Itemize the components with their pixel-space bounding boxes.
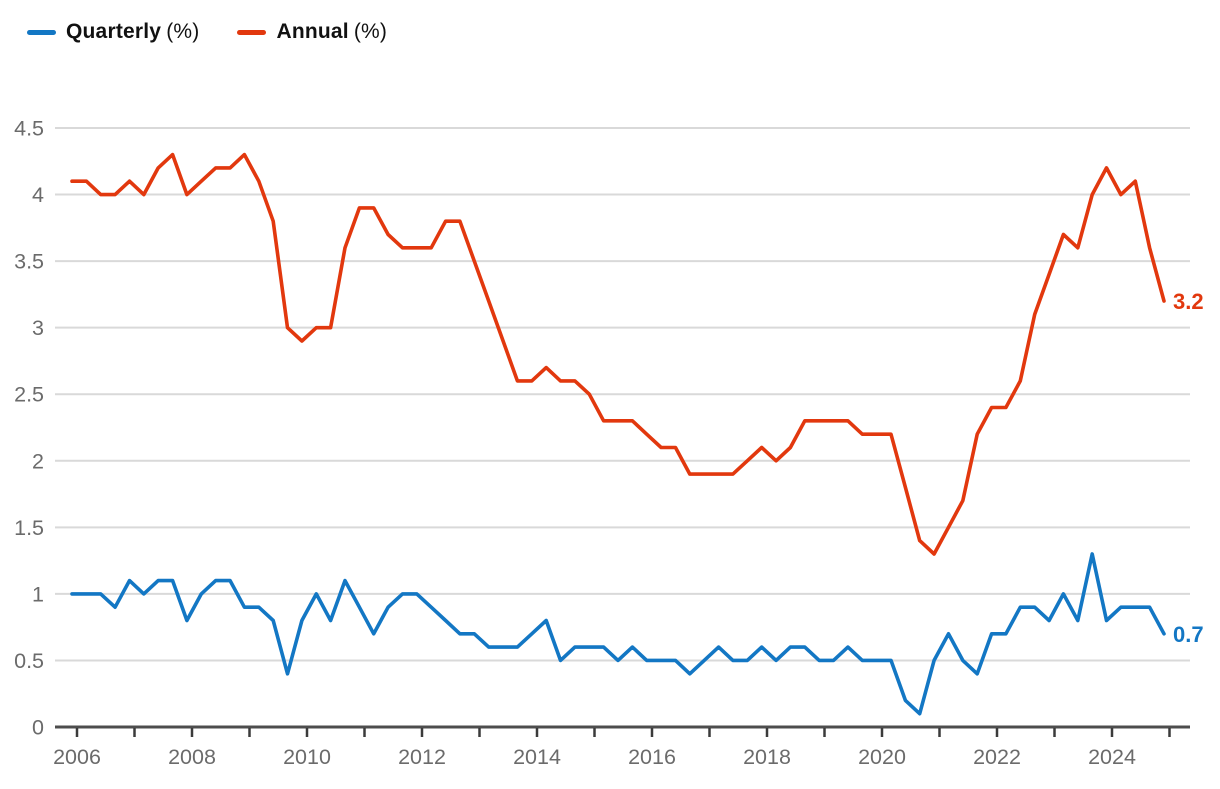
annual-line-swatch	[237, 29, 267, 35]
legend-item-quarterly: Quarterly (%)	[27, 20, 199, 44]
legend-label-annual: Annual (%)	[276, 20, 388, 43]
y-axis-tick-label: 2	[32, 449, 44, 473]
y-axis-tick-label: 4.5	[14, 117, 44, 141]
y-axis-tick-label: 2.5	[14, 383, 44, 407]
legend-item-annual: Annual (%)	[237, 20, 387, 44]
x-axis-tick-label: 2018	[743, 745, 791, 769]
annual-series-line	[70, 152, 1166, 556]
chart-canvas: 0 0.5 1 1.5 2 2.5 3 3.5 4 4.5 2006 2008 2010 2012 2014…	[14, 117, 1204, 769]
x-axis-tick-label: 2006	[53, 745, 101, 769]
x-axis-tick-label: 2008	[168, 745, 216, 769]
y-axis-tick-label: 0.5	[14, 649, 44, 673]
y-axis-tick-label: 1	[32, 582, 44, 606]
legend-label-quarterly: Quarterly (%)	[66, 20, 200, 43]
x-axis-tick-label: 2012	[398, 745, 446, 769]
x-axis-tick-label: 2022	[973, 745, 1021, 769]
y-axis-tick-label: 3	[32, 316, 44, 340]
annual-end-value-label: 3.2	[1173, 289, 1204, 314]
y-axis-tick-label: 1.5	[14, 516, 44, 540]
x-axis-tick-label: 2024	[1088, 745, 1136, 769]
x-axis-tick-label: 2020	[858, 745, 906, 769]
quarterly-line-swatch	[27, 29, 56, 35]
wage-growth-line-chart: 0 0.5 1 1.5 2 2.5 3 3.5 4 4.5 2006 2008 2010 2012 2014…	[0, 46, 1220, 784]
x-axis-tick-label: 2014	[513, 745, 561, 769]
x-axis-tick-label: 2016	[628, 745, 676, 769]
legend: Quarterly (%) Annual (%)	[0, 0, 1220, 46]
quarterly-end-value-label: 0.7	[1173, 622, 1204, 647]
x-axis-tick-label: 2010	[283, 745, 331, 769]
y-axis-tick-label: 3.5	[14, 250, 44, 274]
quarterly-series-line	[70, 552, 1166, 716]
y-axis-tick-label: 0	[32, 716, 44, 740]
y-axis-tick-label: 4	[32, 183, 44, 207]
